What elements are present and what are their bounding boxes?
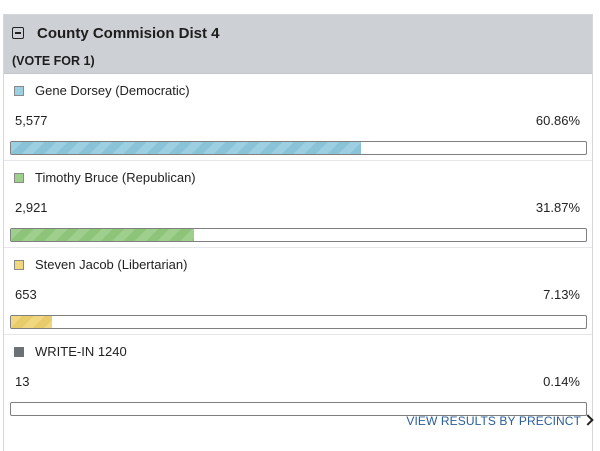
vote-count: 653 bbox=[15, 287, 37, 302]
vote-percent: 31.87% bbox=[535, 200, 580, 215]
party-color-swatch bbox=[14, 86, 24, 96]
result-bar-fill bbox=[11, 142, 361, 154]
result-bar bbox=[10, 402, 587, 416]
contest-header[interactable]: County Commision Dist 4 (VOTE FOR 1) bbox=[4, 15, 592, 74]
contest-card: County Commision Dist 4 (VOTE FOR 1) Gen… bbox=[3, 14, 593, 451]
candidate-name: Gene Dorsey (Democratic) bbox=[35, 83, 190, 98]
party-color-swatch bbox=[14, 260, 24, 270]
vote-percent: 7.13% bbox=[543, 287, 580, 302]
party-color-swatch bbox=[14, 173, 24, 183]
candidate-name: Steven Jacob (Libertarian) bbox=[35, 257, 188, 272]
vote-for-label: (VOTE FOR 1) bbox=[12, 54, 95, 68]
candidate-row: Steven Jacob (Libertarian) 653 7.13% bbox=[4, 248, 592, 335]
candidate-row: WRITE-IN 1240 13 0.14% bbox=[4, 335, 592, 421]
result-bar bbox=[10, 315, 587, 329]
result-bar bbox=[10, 141, 587, 155]
contest-title: County Commision Dist 4 bbox=[37, 25, 220, 42]
view-results-by-precinct-link[interactable]: VIEW RESULTS BY PRECINCT bbox=[406, 414, 594, 428]
candidate-name: Timothy Bruce (Republican) bbox=[35, 170, 196, 185]
result-bar bbox=[10, 228, 587, 242]
vote-count: 5,577 bbox=[15, 113, 48, 128]
candidate-row: Gene Dorsey (Democratic) 5,577 60.86% bbox=[4, 74, 592, 161]
result-bar-fill bbox=[11, 316, 52, 328]
view-results-link-label: VIEW RESULTS BY PRECINCT bbox=[406, 414, 581, 428]
candidate-row: Timothy Bruce (Republican) 2,921 31.87% bbox=[4, 161, 592, 248]
party-color-swatch bbox=[14, 347, 24, 357]
vote-percent: 0.14% bbox=[543, 374, 580, 389]
candidate-name: WRITE-IN 1240 bbox=[35, 344, 127, 359]
chevron-right-icon bbox=[582, 414, 594, 426]
vote-count: 13 bbox=[15, 374, 30, 389]
collapse-icon[interactable] bbox=[12, 27, 24, 39]
result-bar-fill bbox=[11, 229, 195, 241]
vote-count: 2,921 bbox=[15, 200, 48, 215]
vote-percent: 60.86% bbox=[535, 113, 580, 128]
